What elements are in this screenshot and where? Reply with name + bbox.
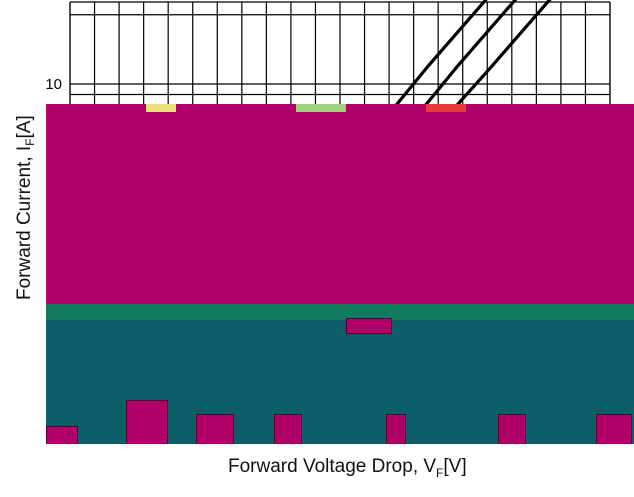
corrupted-block	[346, 318, 392, 334]
ytick-label: 10	[45, 76, 62, 93]
corrupted-region	[46, 104, 634, 444]
corrupted-block	[196, 414, 234, 444]
y-axis-label-text: Forward Current, I	[14, 146, 35, 300]
x-axis-label-text: Forward Voltage Drop, V	[228, 456, 437, 477]
corrupted-block	[46, 426, 78, 444]
x-axis-label-unit: [V]	[443, 456, 467, 477]
series-line	[431, 0, 552, 134]
corrupted-band	[46, 304, 634, 322]
y-axis-label: Forward Current, IF[A]	[6, 100, 38, 304]
corrupted-block	[498, 414, 526, 444]
series-group	[372, 0, 552, 134]
x-axis-label-sub: F	[436, 465, 444, 480]
corrupted-block	[274, 414, 302, 444]
y-axis-label-sub: F	[23, 139, 37, 146]
corrupted-block	[126, 400, 168, 444]
corrupted-noise	[146, 104, 176, 112]
corrupted-noise	[426, 104, 466, 112]
svg-text:Forward Current, IF[A]: Forward Current, IF[A]	[14, 115, 37, 300]
series-line	[372, 0, 488, 134]
corrupted-block	[386, 414, 406, 444]
corrupted-block	[596, 414, 632, 444]
x-axis-label: Forward Voltage Drop, VF[V]	[228, 456, 467, 480]
corrupted-noise	[296, 104, 346, 112]
y-axis-label-unit: [A]	[14, 115, 35, 138]
series-line	[402, 0, 518, 134]
